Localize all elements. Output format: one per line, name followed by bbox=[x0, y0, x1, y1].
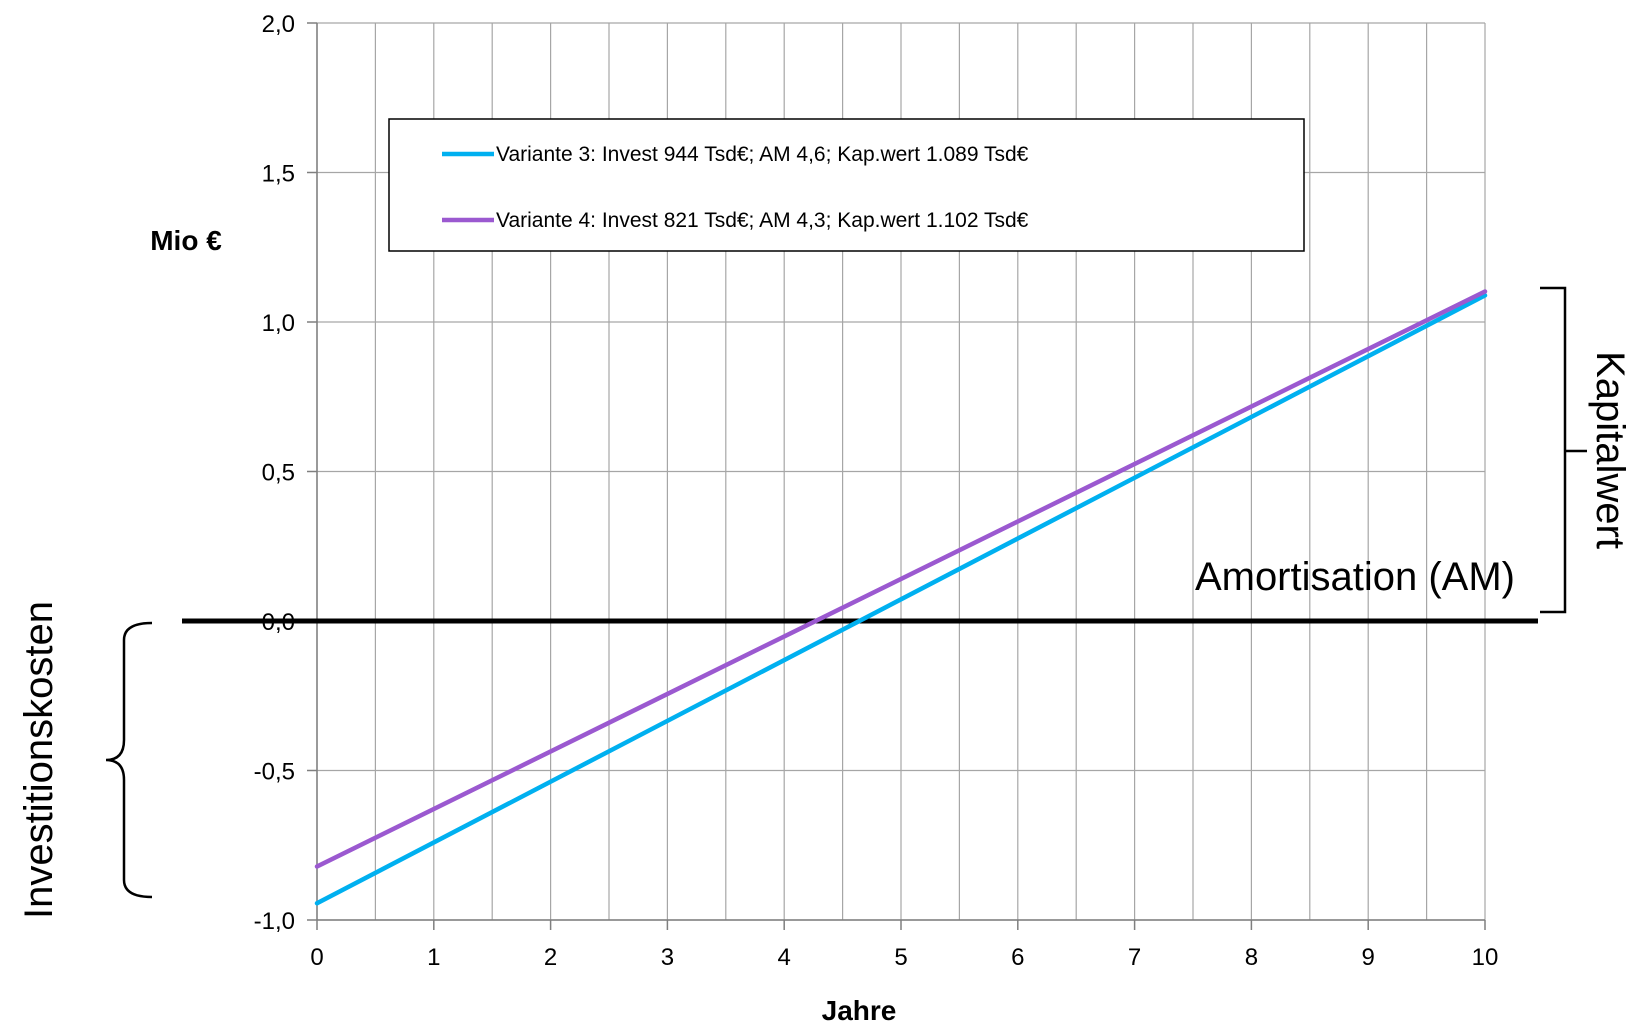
series-line-variante-4 bbox=[314, 289, 1488, 869]
y-tick-label: 2,0 bbox=[262, 11, 295, 38]
x-tick-label: 7 bbox=[1128, 944, 1141, 971]
x-tick-label: 6 bbox=[1011, 944, 1024, 971]
x-tick-label: 5 bbox=[894, 944, 907, 971]
y-tick-label: 0,5 bbox=[262, 460, 295, 487]
y-tick-label: 1,5 bbox=[262, 161, 295, 188]
y-tick-label: -0,5 bbox=[254, 759, 295, 786]
amortisation-annotation: Amortisation (AM) bbox=[1195, 555, 1515, 599]
x-tick-label: 2 bbox=[544, 944, 557, 971]
series-line-variante-3 bbox=[314, 293, 1488, 906]
x-tick-label: 0 bbox=[310, 944, 323, 971]
y-tick-label: -1,0 bbox=[254, 908, 295, 935]
x-tick-label: 8 bbox=[1245, 944, 1258, 971]
x-axis-title: Jahre bbox=[822, 995, 897, 1026]
legend-label-variante-3: Variante 3: Invest 944 Tsd€; AM 4,6; Kap… bbox=[496, 143, 1029, 166]
kapitalwert-bracket bbox=[1540, 286, 1587, 614]
x-tick-label: 10 bbox=[1472, 944, 1499, 971]
kapitalwert-annotation: Kapitalwert bbox=[1588, 351, 1632, 549]
investitionskosten-brace bbox=[105, 621, 153, 899]
investitionskosten-annotation: Investitionskosten bbox=[17, 601, 61, 919]
x-tick-label: 4 bbox=[778, 944, 791, 971]
y-tick-label: 1,0 bbox=[262, 310, 295, 337]
y-axis-title: Mio € bbox=[150, 225, 222, 256]
legend-box bbox=[388, 118, 1305, 252]
legend: Variante 3: Invest 944 Tsd€; AM 4,6; Kap… bbox=[388, 118, 1305, 252]
x-tick-label: 1 bbox=[427, 944, 440, 971]
series-lines bbox=[314, 289, 1488, 906]
x-tick-label: 9 bbox=[1362, 944, 1375, 971]
x-tick-label: 3 bbox=[661, 944, 674, 971]
legend-label-variante-4: Variante 4: Invest 821 Tsd€; AM 4,3; Kap… bbox=[496, 209, 1029, 232]
